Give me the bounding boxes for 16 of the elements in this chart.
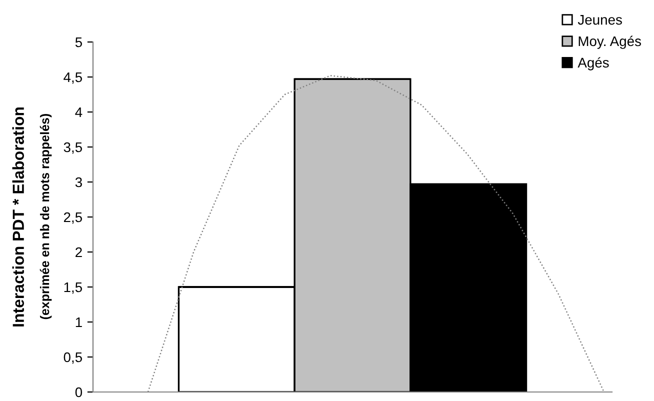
- legend-label: Agés: [578, 57, 609, 70]
- y-tick-label: 4,5: [64, 72, 82, 84]
- legend-label: Moy. Agés: [578, 36, 641, 49]
- y-tick-label: 1: [76, 317, 82, 328]
- legend-label: Jeunes: [578, 15, 622, 25]
- y-tick-label: 0,5: [64, 352, 82, 364]
- y-tick-label: 3,5: [64, 142, 82, 154]
- y-tick-label: 1,5: [64, 282, 82, 294]
- y-tick-label: 5: [75, 37, 82, 48]
- y-axis-title: Interaction PDT * Elaboration: [12, 107, 24, 326]
- y-tick-label: 2: [76, 247, 82, 258]
- y-tick-label: 3: [75, 177, 82, 188]
- y-tick-label: 4: [75, 107, 82, 118]
- y-tick-label: 0: [75, 387, 82, 398]
- text: (exprimée en nb de mots rappelés): [40, 114, 52, 320]
- y-tick-label: 2,5: [64, 212, 82, 224]
